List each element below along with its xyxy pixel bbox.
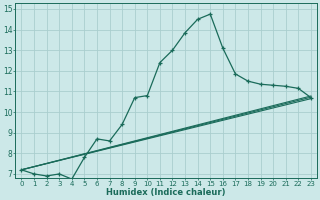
X-axis label: Humidex (Indice chaleur): Humidex (Indice chaleur) [107, 188, 226, 197]
